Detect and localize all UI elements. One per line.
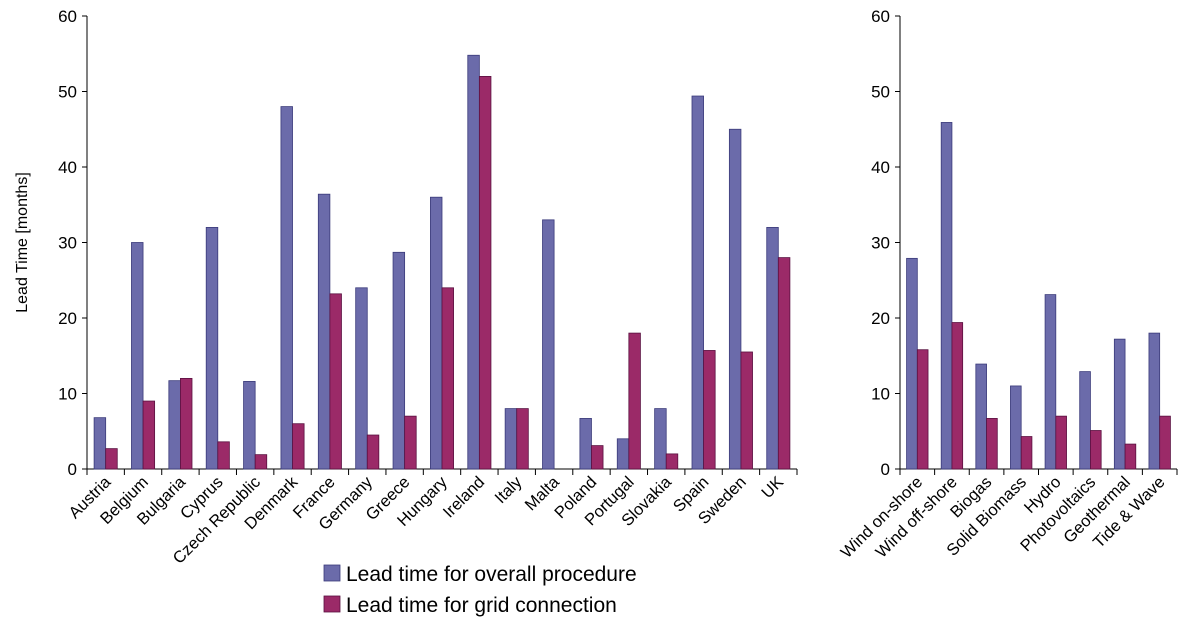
bar-overall-uk [766, 226, 779, 470]
bar-grid-photovoltaics [1090, 430, 1102, 470]
legend-label-grid: Lead time for grid connection [346, 594, 617, 617]
y-tick-label: 30 [58, 234, 77, 253]
bar-overall-wind-on-shore [906, 257, 918, 470]
bar-overall-malta [542, 219, 555, 470]
x-category-label: UK [758, 473, 787, 502]
bar-overall-photovoltaics [1079, 371, 1091, 470]
bar-grid-italy [516, 408, 529, 470]
bar-overall-hungary [430, 196, 443, 470]
y-tick-label: 0 [881, 460, 890, 479]
y-axis-title: Lead Time [months] [14, 172, 31, 313]
bar-overall-sweden [728, 128, 742, 470]
bar-grid-denmark [292, 423, 305, 470]
bar-grid-sweden [740, 351, 753, 470]
y-tick-label: 40 [871, 158, 890, 177]
bar-overall-cyprus [205, 226, 219, 470]
bar-overall-poland [579, 418, 592, 470]
bar-overall-bulgaria [168, 380, 181, 470]
legend-swatch-grid [323, 595, 341, 613]
y-tick-label: 0 [68, 460, 77, 479]
bar-overall-wind-off-shore [940, 122, 953, 470]
bar-grid-france [329, 293, 342, 470]
y-tick-label: 20 [58, 309, 77, 328]
chart-panel-1: 0102030405060AustriaBelgiumBulgariaCypru… [14, 7, 798, 568]
bar-grid-hydro [1055, 415, 1067, 470]
y-tick-label: 60 [871, 7, 890, 26]
bar-grid-uk [777, 257, 791, 470]
y-tick-label: 60 [58, 7, 77, 26]
y-tick-label: 50 [58, 83, 77, 102]
bar-overall-austria [93, 417, 107, 470]
legend-label-overall: Lead time for overall procedure [346, 563, 637, 586]
y-tick-label: 20 [871, 309, 890, 328]
bar-overall-czech-republic [243, 381, 256, 470]
bar-overall-italy [504, 408, 518, 470]
bar-overall-slovakia [654, 408, 667, 470]
bar-grid-hungary [441, 287, 454, 470]
bar-grid-slovakia [665, 453, 679, 470]
bar-overall-solid-biomass [1010, 385, 1022, 470]
bar-grid-cyprus [217, 441, 230, 470]
bar-grid-bulgaria [180, 377, 193, 470]
bar-grid-austria [105, 448, 118, 470]
bar-grid-tide-wave [1159, 415, 1171, 470]
bar-overall-france [317, 193, 331, 470]
y-tick-label: 10 [58, 385, 77, 404]
bar-grid-wind-off-shore [951, 322, 964, 470]
legend-swatch-overall [323, 564, 341, 582]
bar-overall-denmark [280, 106, 293, 470]
bar-grid-czech-republic [254, 454, 268, 470]
x-category-label: Ireland [440, 473, 488, 521]
bar-overall-ireland [467, 54, 480, 470]
bar-grid-germany [366, 434, 380, 470]
y-tick-label: 30 [871, 234, 890, 253]
bar-overall-belgium [131, 242, 144, 470]
y-tick-label: 10 [871, 385, 890, 404]
bar-overall-hydro [1044, 294, 1057, 470]
y-tick-label: 40 [58, 158, 77, 177]
bar-grid-solid-biomass [1020, 436, 1033, 470]
bar-grid-ireland [478, 76, 492, 470]
bar-overall-greece [392, 251, 406, 470]
bar-overall-portugal [616, 438, 630, 470]
bar-grid-poland [591, 445, 604, 470]
bar-grid-spain [703, 350, 716, 470]
bar-overall-tide-wave [1148, 332, 1161, 470]
bar-overall-spain [691, 95, 704, 470]
bar-grid-belgium [142, 400, 156, 470]
bar-grid-wind-on-shore [916, 349, 929, 470]
bar-grid-geothermal [1124, 443, 1137, 470]
y-tick-label: 50 [871, 83, 890, 102]
bar-overall-germany [355, 287, 368, 470]
legend: Lead time for overall procedure Lead time… [323, 563, 637, 617]
bar-grid-portugal [628, 332, 641, 470]
bar-overall-biogas [975, 363, 987, 470]
bar-grid-greece [404, 415, 417, 470]
bar-grid-biogas [986, 418, 998, 470]
bar-overall-geothermal [1113, 338, 1126, 470]
